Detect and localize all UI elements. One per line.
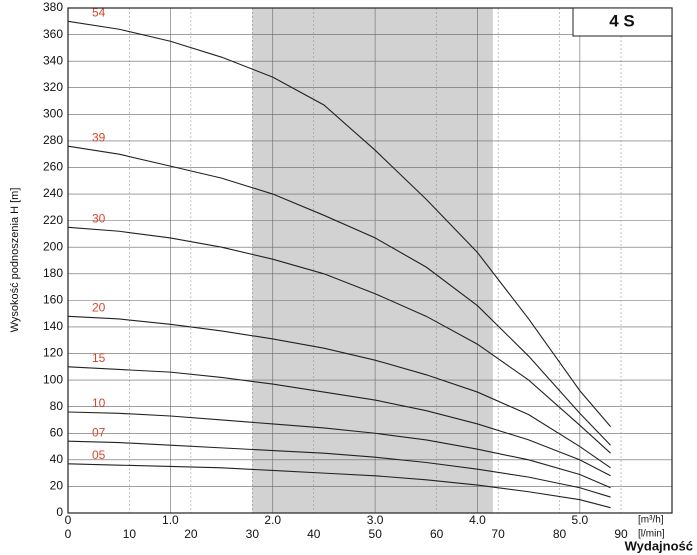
y-tick-label: 380 [43, 0, 63, 14]
badge-box [572, 7, 673, 37]
x-tick-label: 2.0 [264, 513, 281, 527]
y-tick-label: 40 [50, 452, 64, 466]
y-tick-label: 180 [43, 266, 63, 280]
pump-curve [67, 145, 611, 446]
y-tick-label: 240 [43, 186, 63, 200]
x2-tick-label: 30 [246, 527, 260, 541]
series-label: 10 [92, 396, 106, 410]
x2-tick-label: 90 [614, 527, 628, 541]
x-tick-label: 5.0 [572, 513, 589, 527]
plot-frame [67, 7, 673, 514]
y-tick-label: 0 [56, 505, 63, 519]
y-axis-title: Wysokość podnoszenia H [m] [9, 188, 21, 333]
pump-curve [67, 20, 611, 427]
series-label: 20 [92, 300, 106, 314]
pump-curve [67, 411, 611, 489]
y-tick-label: 160 [43, 293, 63, 307]
y-tick-label: 260 [43, 160, 63, 174]
x2-tick-label: 0 [65, 527, 72, 541]
x2-unit: [l/min] [638, 529, 665, 540]
y-tick-label: 200 [43, 239, 63, 253]
series-label: 15 [92, 351, 106, 365]
x-axis-title: Wydajność [625, 538, 693, 553]
series-label: 07 [92, 425, 106, 439]
y-tick-label: 360 [43, 27, 63, 41]
y-tick-label: 20 [50, 479, 64, 493]
y-tick-label: 60 [50, 425, 64, 439]
series-label: 39 [92, 130, 106, 144]
y-tick-label: 220 [43, 213, 63, 227]
x2-tick-label: 50 [369, 527, 383, 541]
series-label: 54 [92, 5, 106, 19]
y-tick-label: 320 [43, 80, 63, 94]
x-unit: [m³/h] [638, 515, 664, 526]
pump-curve [67, 440, 611, 498]
y-tick-label: 120 [43, 346, 63, 360]
pump-curve [67, 366, 611, 477]
pump-curve [67, 226, 611, 454]
y-tick-label: 340 [43, 53, 63, 67]
x-tick-label: 1.0 [162, 513, 179, 527]
y-tick-label: 100 [43, 372, 63, 386]
x-tick-label: 3.0 [367, 513, 384, 527]
series-label: 05 [92, 448, 106, 462]
y-tick-label: 280 [43, 133, 63, 147]
y-tick-label: 300 [43, 106, 63, 120]
pump-curve [67, 463, 611, 509]
x2-tick-label: 20 [184, 527, 198, 541]
badge: 4 S [609, 11, 635, 30]
x2-tick-label: 80 [553, 527, 567, 541]
x2-tick-label: 40 [307, 527, 321, 541]
operating-range [252, 8, 493, 513]
x2-tick-label: 60 [430, 527, 444, 541]
y-tick-label: 140 [43, 319, 63, 333]
x-tick-label: 4.0 [469, 513, 486, 527]
series-label: 30 [92, 211, 106, 225]
x2-tick-label: 70 [491, 527, 505, 541]
pump-curve [67, 315, 611, 469]
x-tick-label: 0 [65, 513, 72, 527]
x2-tick-label: 10 [123, 527, 137, 541]
y-tick-label: 80 [50, 399, 64, 413]
